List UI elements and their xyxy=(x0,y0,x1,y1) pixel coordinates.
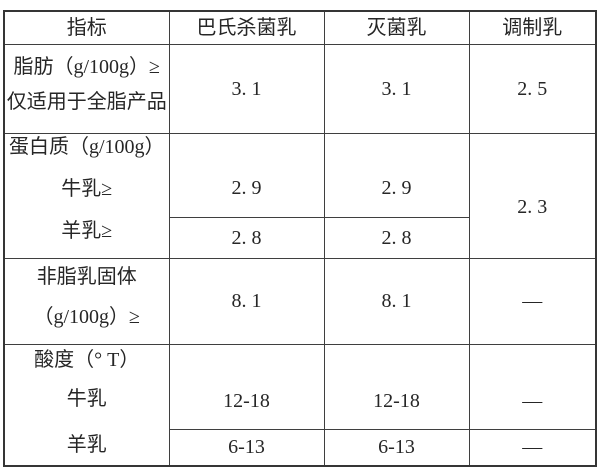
fat-label-line2: 仅适用于全脂产品 xyxy=(6,90,167,113)
protein-label-cell: 蛋白质（g/100g） 牛乳≥ 羊乳≥ xyxy=(3,132,170,259)
protein-cow-pasteurized-value: 2. 9 xyxy=(168,132,325,218)
nonfat-solids-label-line1: 非脂乳固体 xyxy=(36,265,137,288)
nonfat-solids-pasteurized-value: 8. 1 xyxy=(168,257,325,345)
protein-label-line: 蛋白质（g/100g） xyxy=(8,135,165,158)
acidity-cow-modulated-value: — xyxy=(468,343,597,430)
header-cell-sterilized-milk: 灭菌乳 xyxy=(323,10,470,45)
fat-label-cell: 脂肪（g/100g）≥ 仅适用于全脂产品 xyxy=(3,43,170,134)
header-row: 指标 巴氏杀菌乳 灭菌乳 调制乳 xyxy=(3,10,597,45)
protein-goat-label: 羊乳≥ xyxy=(61,219,113,242)
acidity-goat-modulated-value: — xyxy=(468,428,597,467)
header-cell-pasteurized-milk: 巴氏杀菌乳 xyxy=(168,10,325,45)
protein-cow-label: 牛乳≥ xyxy=(61,177,113,200)
acidity-cow-label: 牛乳 xyxy=(66,387,107,410)
protein-goat-sterilized-value: 2. 8 xyxy=(323,216,470,259)
nonfat-solids-row: 非脂乳固体 （g/100g）≥ 8. 1 8. 1 — xyxy=(3,257,597,345)
header-cell-indicator: 指标 xyxy=(3,10,170,45)
acidity-cow-pasteurized-value: 12-18 xyxy=(168,343,325,430)
fat-pasteurized-value: 3. 1 xyxy=(168,43,325,134)
nonfat-solids-label-cell: 非脂乳固体 （g/100g）≥ xyxy=(3,257,170,345)
acidity-cow-sterilized-value: 12-18 xyxy=(323,343,470,430)
fat-sterilized-value: 3. 1 xyxy=(323,43,470,134)
fat-row: 脂肪（g/100g）≥ 仅适用于全脂产品 3. 1 3. 1 2. 5 xyxy=(3,43,597,134)
fat-label-line1: 脂肪（g/100g）≥ xyxy=(13,55,161,78)
protein-cow-sterilized-value: 2. 9 xyxy=(323,132,470,218)
acidity-goat-row: 6-13 6-13 — xyxy=(4,428,597,467)
milk-standards-table-container: 指标 巴氏杀菌乳 灭菌乳 调制乳 脂肪（g/100g）≥ 仅适用于全脂产品 3.… xyxy=(3,10,597,467)
protein-goat-row: 2. 8 2. 8 xyxy=(4,216,596,259)
fat-modulated-value: 2. 5 xyxy=(468,43,597,134)
acidity-cow-row: 酸度（° T） 牛乳 羊乳 12-18 12-18 — xyxy=(3,343,597,467)
acidity-label-cell: 酸度（° T） 牛乳 羊乳 xyxy=(3,343,170,467)
nonfat-solids-label-line2: （g/100g）≥ xyxy=(33,305,141,328)
protein-modulated-value: 2. 3 xyxy=(468,132,597,259)
protein-cow-row: 蛋白质（g/100g） 牛乳≥ 羊乳≥ 2. 9 2. 9 2. 3 xyxy=(3,132,597,259)
acidity-goat-sterilized-value: 6-13 xyxy=(323,428,470,467)
protein-goat-pasteurized-value: 2. 8 xyxy=(168,216,325,259)
acidity-label-line: 酸度（° T） xyxy=(34,348,140,371)
acidity-goat-label: 羊乳 xyxy=(66,433,107,456)
milk-standards-table: 指标 巴氏杀菌乳 灭菌乳 调制乳 脂肪（g/100g）≥ 仅适用于全脂产品 3.… xyxy=(3,10,597,467)
nonfat-solids-modulated-value: — xyxy=(468,257,597,345)
acidity-goat-pasteurized-value: 6-13 xyxy=(168,428,325,467)
header-cell-modulated-milk: 调制乳 xyxy=(468,10,597,45)
nonfat-solids-sterilized-value: 8. 1 xyxy=(323,257,470,345)
